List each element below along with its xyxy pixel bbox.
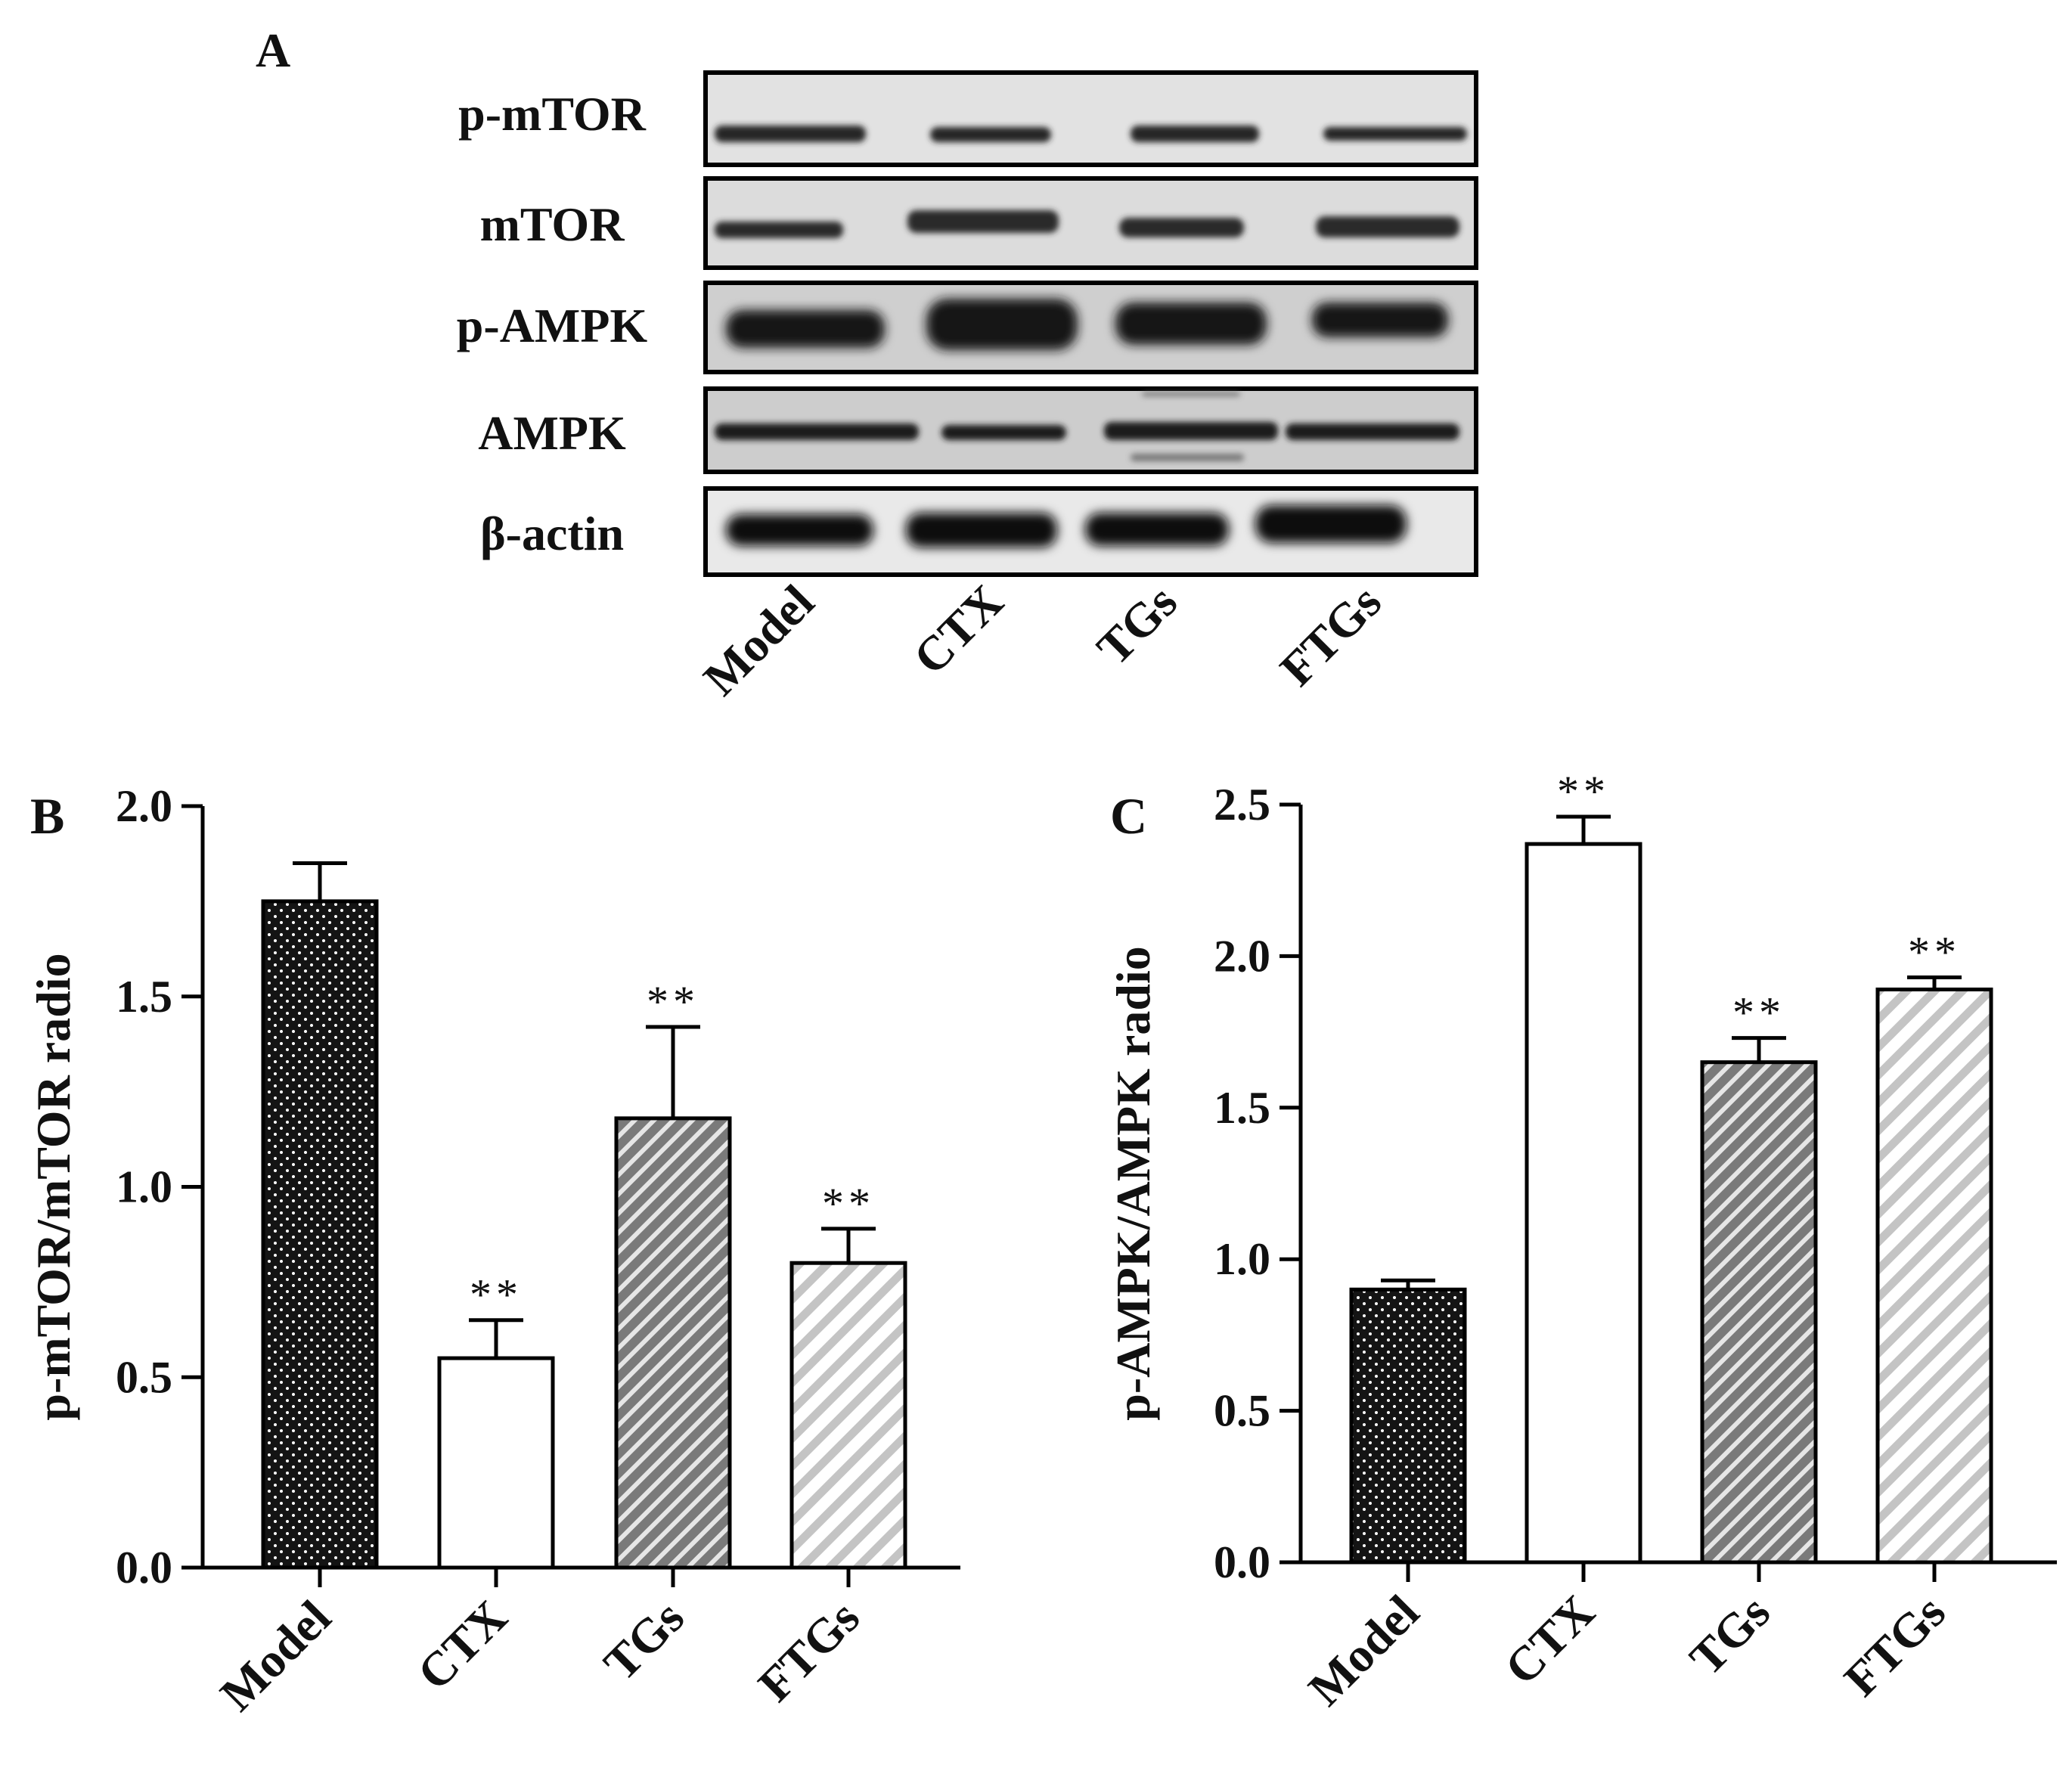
blot-lane-label-ctx: CTX bbox=[903, 575, 1013, 685]
y-tick-label: 2.5 bbox=[1214, 780, 1270, 830]
blot-row-label-mtor: mTOR bbox=[480, 197, 625, 251]
panel-c: C ** ** ** 0.0 0.5 1.0 1.5 2.0 2.5 Model CTX TGs FTG… bbox=[1106, 767, 2057, 1716]
significance-ftgs: ** bbox=[1908, 927, 1961, 976]
panel-c-label: C bbox=[1110, 787, 1147, 845]
bar-ctx bbox=[437, 1356, 555, 1570]
x-category-label-model: Model bbox=[1298, 1585, 1429, 1716]
bar-model bbox=[261, 899, 379, 1570]
y-tick-label: 2.0 bbox=[116, 781, 172, 831]
panel-b-label: B bbox=[30, 787, 64, 845]
x-category-label-ftgs: FTGs bbox=[1834, 1585, 1956, 1707]
blot-row-label-beta-actin: β-actin bbox=[480, 507, 624, 560]
y-axis-title: p-mTOR/mTOR radio bbox=[26, 953, 80, 1420]
chart-c: ** ** ** 0.0 0.5 1.0 1.5 2.0 2.5 Model CTX TGs FTGs p… bbox=[1106, 767, 2057, 1716]
chart-b: ** ** ** 0.0 0.5 1.0 1.5 2.0 Model CTX TGs FTGs p-mT… bbox=[26, 781, 960, 1721]
blot-lane-labels: Model CTX TGs FTGs bbox=[693, 575, 1391, 706]
y-tick-label: 0.0 bbox=[1214, 1537, 1270, 1587]
x-category-label-tgs: TGs bbox=[594, 1590, 694, 1691]
significance-tgs: ** bbox=[1732, 988, 1785, 1037]
panel-a-label: A bbox=[256, 23, 290, 77]
blot-strip-p-ampk bbox=[703, 281, 1478, 374]
x-category-label-ctx: CTX bbox=[1494, 1585, 1605, 1695]
significance-ftgs: ** bbox=[822, 1179, 875, 1228]
blot-strip-p-mtor bbox=[703, 70, 1478, 167]
y-tick-label: 1.0 bbox=[1214, 1234, 1270, 1284]
x-category-label-tgs: TGs bbox=[1680, 1585, 1780, 1686]
significance-ctx: ** bbox=[470, 1270, 523, 1320]
y-tick-label: 1.0 bbox=[116, 1162, 172, 1212]
x-category-label-ctx: CTX bbox=[407, 1590, 517, 1701]
bar-ctx bbox=[1525, 842, 1642, 1565]
y-axis-title: p-AMPK/AMPK radio bbox=[1106, 946, 1160, 1420]
blot-row-label-ampk: AMPK bbox=[478, 406, 626, 460]
y-tick-label: 2.0 bbox=[1214, 931, 1270, 981]
panel-a: A p-mTOR mTOR p-AMPK AMPK β-actin bbox=[256, 23, 1478, 706]
x-category-label-ftgs: FTGs bbox=[748, 1590, 870, 1712]
significance-ctx: ** bbox=[1557, 767, 1610, 816]
significance-tgs: ** bbox=[647, 977, 699, 1026]
blot-lane-label-tgs: TGs bbox=[1087, 575, 1187, 675]
y-tick-label: 0.5 bbox=[1214, 1386, 1270, 1436]
y-tick-label: 1.5 bbox=[116, 972, 172, 1022]
y-tick-label: 0.0 bbox=[116, 1543, 172, 1593]
blot-strip-mtor bbox=[703, 176, 1478, 270]
x-category-label-model: Model bbox=[210, 1590, 341, 1721]
bar-ftgs bbox=[789, 1261, 907, 1570]
bar-tgs bbox=[614, 1116, 732, 1570]
y-tick-label: 1.5 bbox=[1214, 1083, 1270, 1133]
bar-tgs bbox=[1700, 1060, 1818, 1565]
blot-lane-label-model: Model bbox=[693, 575, 824, 706]
blot-strip-ampk bbox=[703, 386, 1478, 474]
blot-row-label-p-ampk: p-AMPK bbox=[457, 299, 648, 352]
blot-strip-beta-actin bbox=[703, 486, 1478, 577]
panel-b: B ** ** ** 0.0 0.5 1.0 1.5 2.0 Model CTX TGs FTGs p-… bbox=[26, 781, 960, 1721]
bar-model bbox=[1349, 1287, 1467, 1565]
bar-ftgs bbox=[1875, 987, 1993, 1565]
blot-row-labels: p-mTOR mTOR p-AMPK AMPK β-actin bbox=[457, 87, 648, 560]
blot-lane-label-ftgs: FTGs bbox=[1270, 575, 1391, 696]
y-tick-label: 0.5 bbox=[116, 1352, 172, 1402]
blot-row-label-p-mtor: p-mTOR bbox=[458, 87, 647, 141]
